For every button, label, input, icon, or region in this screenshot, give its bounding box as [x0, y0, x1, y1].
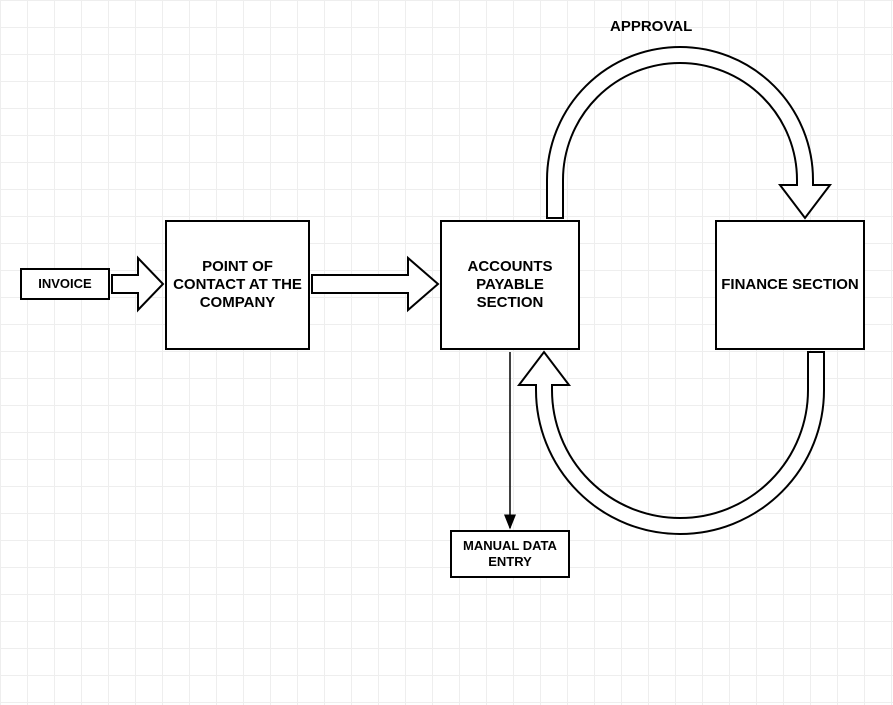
node-invoice-label: INVOICE	[38, 276, 91, 292]
node-invoice: INVOICE	[20, 268, 110, 300]
arrow-finance-to-ap-bottom	[519, 352, 824, 534]
arrow-poc-to-ap	[312, 258, 438, 310]
node-manual-data-entry: MANUAL DATA ENTRY	[450, 530, 570, 578]
label-approval: APPROVAL	[610, 18, 692, 35]
node-finance-section: FINANCE SECTION	[715, 220, 865, 350]
node-point-of-contact-label: POINT OF CONTACT AT THE COMPANY	[171, 258, 304, 312]
node-point-of-contact: POINT OF CONTACT AT THE COMPANY	[165, 220, 310, 350]
node-accounts-payable-label: ACCOUNTS PAYABLE SECTION	[446, 258, 574, 312]
node-manual-data-entry-label: MANUAL DATA ENTRY	[456, 538, 564, 569]
flowchart-canvas: INVOICE POINT OF CONTACT AT THE COMPANY …	[0, 0, 893, 705]
node-accounts-payable: ACCOUNTS PAYABLE SECTION	[440, 220, 580, 350]
arrows-layer	[0, 0, 893, 705]
arrow-ap-to-finance-top	[547, 47, 830, 218]
node-finance-section-label: FINANCE SECTION	[721, 276, 859, 294]
arrow-invoice-to-poc	[112, 258, 163, 310]
